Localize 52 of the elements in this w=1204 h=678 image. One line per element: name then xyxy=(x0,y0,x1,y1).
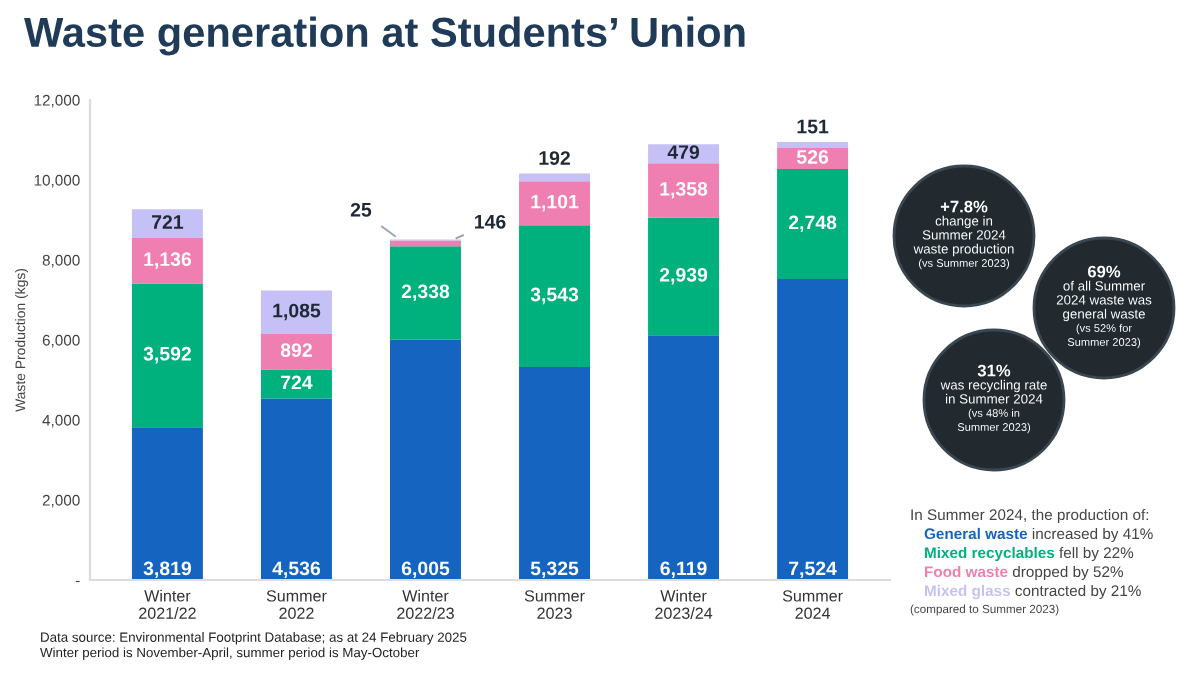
data-label: 2,748 xyxy=(788,215,837,233)
x-tick-label: Winter 2023/24 xyxy=(655,589,713,619)
data-label: 192 xyxy=(539,151,570,165)
bar xyxy=(648,217,720,336)
data-label: 6,005 xyxy=(401,561,450,579)
x-tick-label: Summer 2022 xyxy=(266,590,327,619)
bar xyxy=(519,367,590,580)
data-label: 3,819 xyxy=(143,561,192,579)
data-label: 721 xyxy=(152,215,184,229)
data-label: 1,358 xyxy=(660,181,708,199)
bar xyxy=(260,290,332,334)
bar xyxy=(390,240,461,247)
bar xyxy=(131,238,203,284)
bar xyxy=(519,225,590,367)
bar xyxy=(519,181,590,226)
data-label: 146 xyxy=(475,214,506,229)
x-tick-label: Winter 2022/23 xyxy=(397,589,454,619)
bar xyxy=(260,369,332,399)
x-tick-label: Summer 2024 xyxy=(782,590,843,619)
data-label: 25 xyxy=(350,202,372,217)
data-label: 724 xyxy=(281,375,313,390)
bar xyxy=(777,279,849,580)
data-label: 3,592 xyxy=(143,346,191,364)
data-label: 1,101 xyxy=(531,194,579,212)
bar xyxy=(777,142,849,149)
bar xyxy=(648,163,720,218)
data-label: 2,338 xyxy=(401,284,450,302)
data-label: 6,119 xyxy=(660,561,707,579)
bar xyxy=(260,333,332,370)
bar xyxy=(390,339,461,580)
data-label: 892 xyxy=(280,343,312,357)
bar xyxy=(519,173,590,182)
x-tick-label: Winter 2021/22 xyxy=(139,589,196,619)
bar xyxy=(777,169,849,280)
bar xyxy=(131,283,203,428)
data-label: 2,939 xyxy=(659,267,708,285)
data-label: 1,136 xyxy=(144,252,192,269)
data-label: 3,543 xyxy=(530,287,579,305)
data-label: 479 xyxy=(667,145,700,159)
data-label: 1,085 xyxy=(273,303,321,321)
bar xyxy=(131,209,203,239)
bar xyxy=(260,398,332,580)
data-label: 7,524 xyxy=(789,561,837,579)
data-label: 5,325 xyxy=(530,561,579,579)
bar xyxy=(390,246,461,340)
x-tick-label: Summer 2023 xyxy=(524,590,585,619)
data-label: 151 xyxy=(797,119,829,134)
data-label: 526 xyxy=(796,150,829,164)
bar xyxy=(648,335,720,580)
bar xyxy=(131,427,203,580)
chart-title: Waste generation at Students’ Union xyxy=(24,16,745,56)
data-label: 4,536 xyxy=(272,561,321,579)
